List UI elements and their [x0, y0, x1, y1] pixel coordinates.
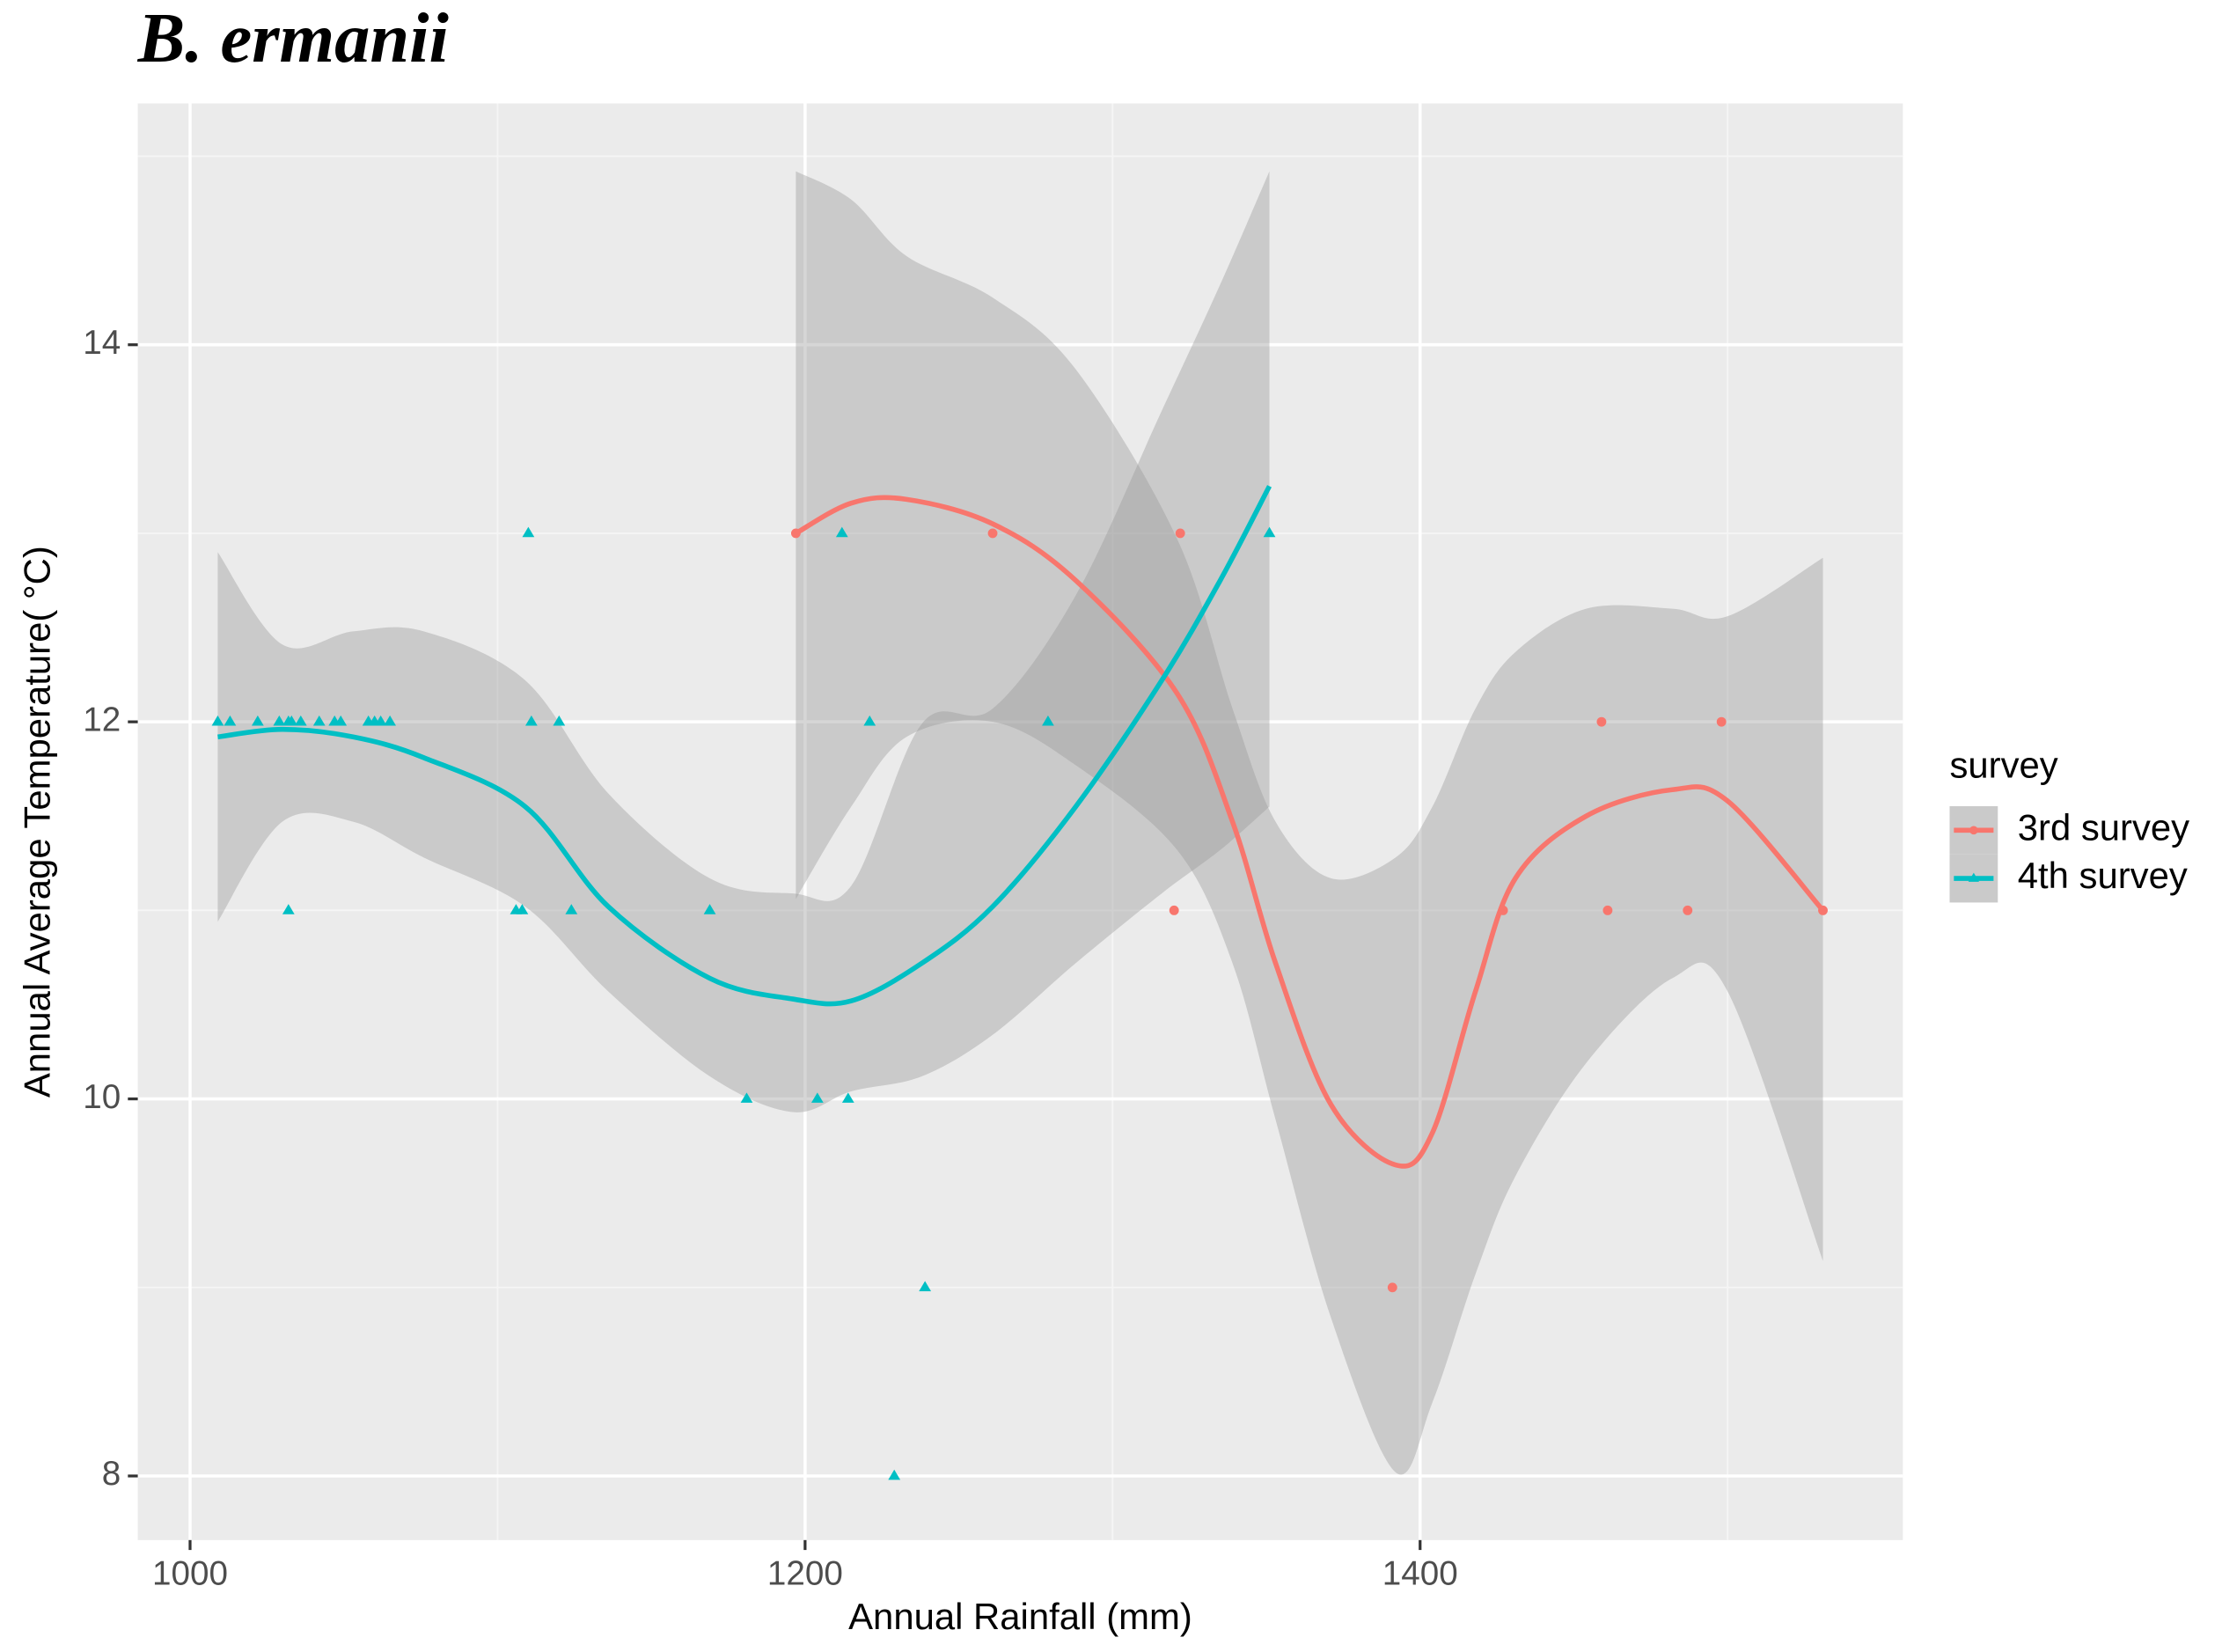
point — [1175, 528, 1185, 539]
axes: 1000 1200 1400 8 10 12 14 — [83, 324, 1457, 1592]
point — [703, 904, 716, 914]
point — [516, 904, 529, 914]
point — [334, 715, 348, 726]
legend: survey 3rd survey 4th survey — [1949, 745, 2189, 903]
point — [1169, 905, 1179, 915]
point — [1263, 526, 1276, 538]
point — [835, 526, 848, 538]
point — [384, 715, 397, 726]
point — [374, 715, 387, 726]
point — [863, 715, 876, 726]
point — [1602, 905, 1613, 915]
point — [524, 715, 538, 726]
y-tick-label: 8 — [102, 1455, 121, 1493]
y-tick-label: 10 — [83, 1078, 121, 1116]
point — [888, 1469, 901, 1480]
x-tick-label: 1000 — [152, 1554, 228, 1592]
point — [294, 715, 307, 726]
point — [1387, 1282, 1397, 1293]
smooth-line — [217, 485, 1272, 1007]
chart-title: B. ermanii — [137, 0, 449, 77]
point — [273, 715, 286, 726]
panel — [137, 103, 1903, 1540]
x-tick-label: 1400 — [1382, 1554, 1458, 1592]
point — [251, 715, 264, 726]
point — [841, 1092, 854, 1103]
point — [312, 715, 326, 726]
grid — [137, 103, 1903, 1540]
x-tick-label: 1200 — [767, 1554, 843, 1592]
point — [1596, 716, 1607, 727]
point — [810, 1092, 824, 1103]
point — [565, 904, 578, 914]
point — [224, 715, 237, 726]
legend-label: 4th survey — [2018, 855, 2188, 896]
legend-label: 3rd survey — [2018, 806, 2189, 848]
confidence-band — [217, 171, 1270, 1112]
x-axis-label: Annual Rainfall (mm) — [848, 1596, 1192, 1637]
ribbons — [217, 171, 1823, 1475]
point — [1042, 715, 1054, 726]
point — [211, 715, 224, 726]
smooth-line — [794, 495, 1825, 1169]
point — [987, 528, 998, 539]
confidence-band — [796, 171, 1823, 1475]
y-axis-label: Annual Average Temperature( °C) — [17, 546, 58, 1098]
point — [1969, 826, 1978, 835]
lines — [217, 485, 1825, 1169]
point — [553, 715, 566, 726]
point — [522, 526, 535, 538]
y-tick-label: 14 — [83, 324, 121, 362]
point — [1683, 905, 1693, 915]
point — [1716, 716, 1727, 727]
point — [285, 715, 298, 726]
point — [282, 904, 295, 914]
y-tick-label: 12 — [83, 701, 121, 738]
point — [740, 1092, 753, 1103]
legend-title: survey — [1949, 745, 2057, 786]
point — [1968, 872, 1979, 882]
points — [211, 526, 1828, 1480]
point — [919, 1281, 932, 1292]
